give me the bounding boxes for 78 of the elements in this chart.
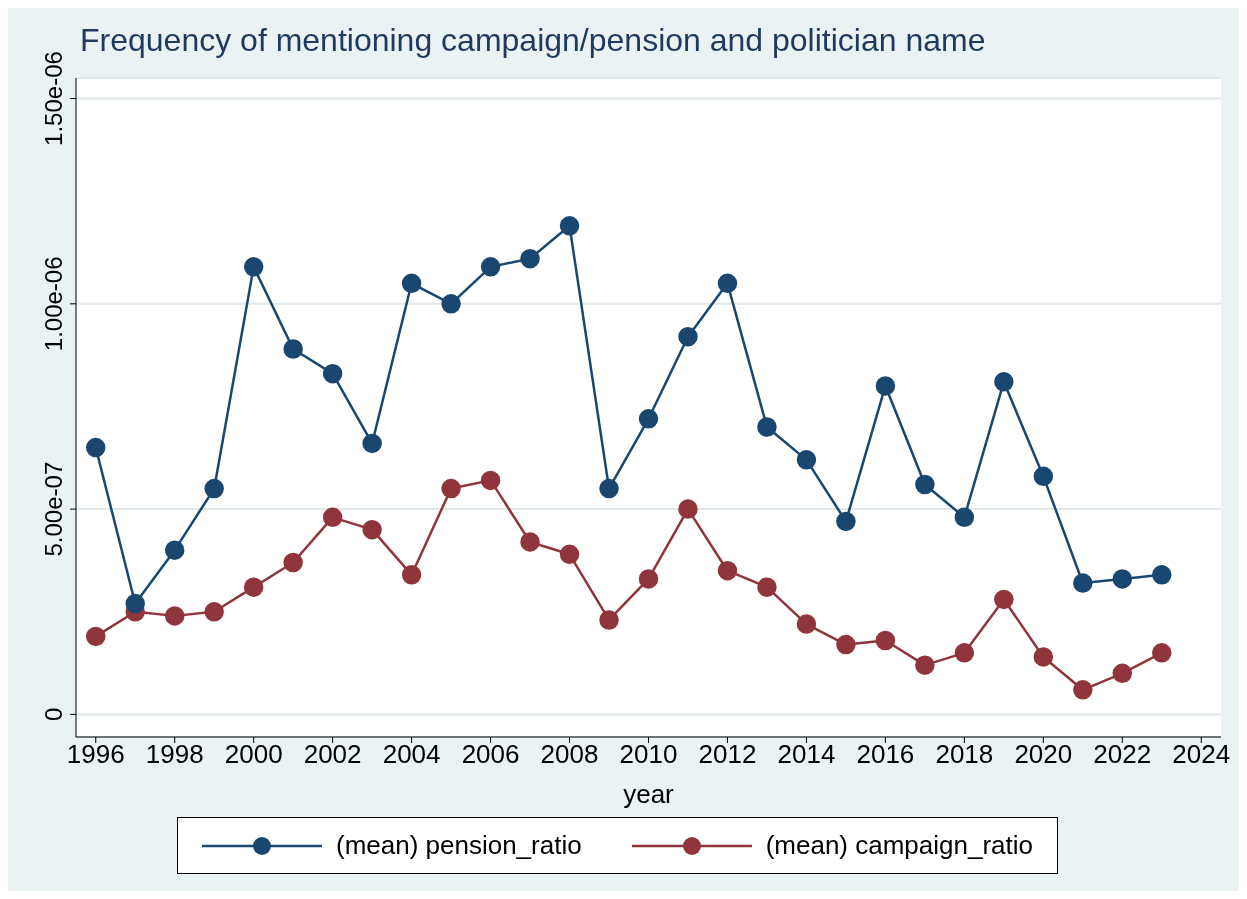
point	[164, 540, 185, 560]
point	[678, 326, 698, 347]
point	[559, 544, 580, 565]
point	[125, 593, 145, 614]
x-tick-label: 1996	[66, 739, 125, 770]
x-tick-label: 2012	[698, 739, 757, 770]
point	[243, 257, 264, 277]
point	[875, 376, 896, 396]
point	[362, 519, 382, 540]
y-tick-label: 0	[40, 707, 67, 722]
legend-label: (mean) campaign_ratio	[765, 830, 1034, 861]
x-tick-label: 2010	[619, 739, 678, 770]
y-tick-label: 1.00e-06	[40, 256, 67, 352]
point	[1033, 466, 1054, 487]
x-tick-label: 2014	[777, 739, 836, 770]
point	[1073, 573, 1093, 593]
point	[796, 450, 817, 470]
point	[283, 339, 303, 359]
point	[204, 602, 224, 622]
point	[1112, 569, 1133, 589]
point	[954, 643, 975, 663]
point	[1073, 680, 1093, 700]
point	[362, 433, 382, 454]
point	[796, 614, 817, 634]
x-axis-title: year	[623, 779, 675, 809]
point	[954, 507, 975, 528]
point	[875, 630, 896, 651]
point	[520, 248, 540, 269]
point	[1033, 647, 1054, 667]
point	[520, 532, 540, 552]
point	[915, 474, 935, 495]
point	[915, 655, 935, 675]
point	[480, 470, 501, 491]
x-tick-label: 2022	[1093, 739, 1152, 770]
point	[441, 478, 461, 499]
point	[283, 552, 303, 573]
point	[638, 409, 659, 429]
point	[559, 216, 580, 236]
point	[1112, 663, 1133, 684]
legend-label: (mean) pension_ratio	[335, 830, 582, 861]
chart-title: Frequency of mentioning campaign/pension and politician name	[80, 22, 986, 59]
x-tick-label: 2016	[856, 739, 915, 770]
y-tick-label: 1.50e-06	[40, 51, 67, 146]
point	[599, 610, 619, 630]
x-tick-label: 2020	[1014, 739, 1073, 770]
point	[85, 437, 106, 458]
point	[401, 273, 422, 294]
point	[480, 257, 501, 277]
point	[638, 569, 659, 589]
point	[243, 577, 264, 597]
point	[994, 589, 1014, 610]
point	[599, 478, 619, 499]
point	[85, 626, 106, 647]
point	[1152, 643, 1172, 663]
point	[204, 478, 224, 499]
point	[757, 417, 777, 437]
x-tick-label: 2008	[540, 739, 599, 770]
point	[401, 565, 422, 585]
x-tick-label: 2004	[382, 739, 441, 770]
x-tick-label: 2024	[1172, 739, 1231, 770]
point	[836, 634, 856, 655]
point	[717, 560, 738, 581]
point	[757, 577, 777, 597]
point	[994, 372, 1014, 392]
y-tick-label: 5.00e-07	[40, 461, 67, 557]
point	[164, 606, 185, 626]
point	[836, 511, 856, 532]
x-tick-label: 2002	[303, 739, 362, 770]
point	[322, 507, 343, 528]
x-tick-label: 2006	[461, 739, 520, 770]
x-tick-label: 2018	[935, 739, 994, 770]
point	[322, 363, 343, 384]
point	[1152, 565, 1172, 585]
point	[678, 499, 698, 519]
point	[441, 294, 461, 314]
x-tick-label: 1998	[145, 739, 204, 770]
x-tick-label: 2000	[224, 739, 283, 770]
point	[717, 273, 738, 294]
